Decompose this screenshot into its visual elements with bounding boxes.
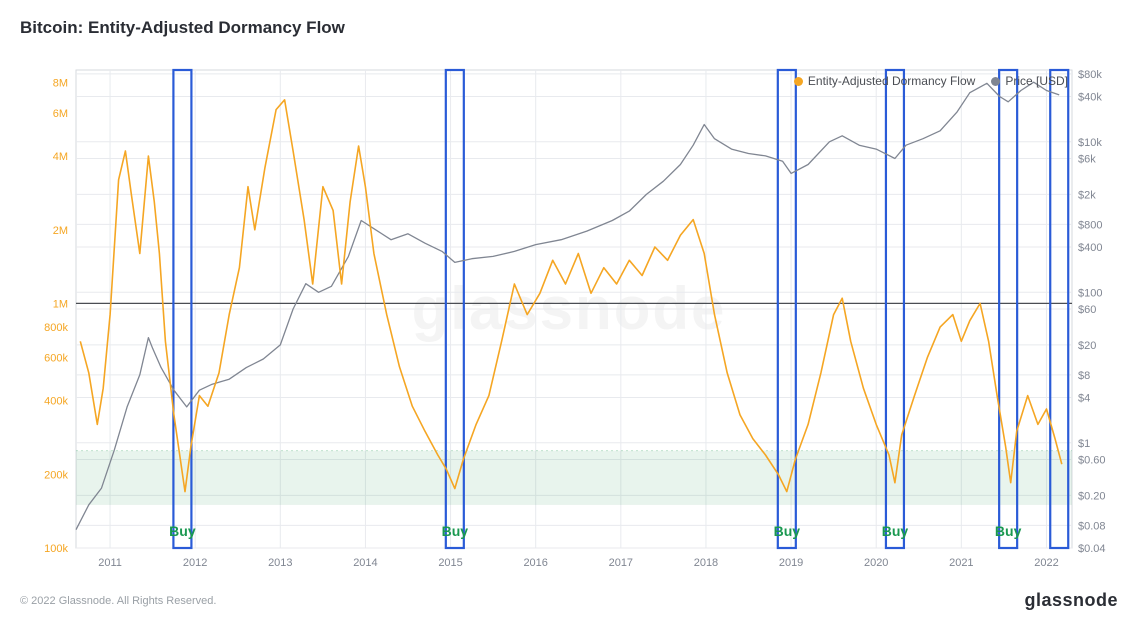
legend-item-price: Price [USD] [991, 74, 1068, 88]
svg-text:2022: 2022 [1034, 557, 1058, 569]
legend-dot-price [991, 77, 1000, 86]
brand-logo: glassnode [1024, 590, 1118, 611]
svg-text:800k: 800k [44, 322, 68, 334]
svg-text:2014: 2014 [353, 557, 377, 569]
svg-text:Buy: Buy [995, 523, 1022, 539]
svg-text:$80k: $80k [1078, 69, 1102, 81]
svg-text:$10k: $10k [1078, 137, 1102, 149]
svg-text:$6k: $6k [1078, 154, 1096, 166]
copyright: © 2022 Glassnode. All Rights Reserved. [20, 595, 216, 607]
svg-text:$400: $400 [1078, 242, 1102, 254]
svg-text:2016: 2016 [523, 557, 547, 569]
legend-label-dormancy: Entity-Adjusted Dormancy Flow [808, 74, 975, 88]
svg-text:2M: 2M [53, 225, 68, 237]
svg-text:$0.04: $0.04 [1078, 543, 1106, 555]
chart-plot-area: glassnode BuyBuyBuyBuyBuy100k200k400k600… [20, 52, 1118, 582]
svg-text:$60: $60 [1078, 304, 1096, 316]
svg-text:2011: 2011 [98, 557, 122, 569]
svg-text:200k: 200k [44, 469, 68, 481]
svg-text:2017: 2017 [609, 557, 633, 569]
svg-text:600k: 600k [44, 353, 68, 365]
chart-svg: Buy Buy Buy Buy Buy 100k 200k 400k 600k 800k 1M 2M 4… [20, 52, 1118, 582]
svg-text:Buy: Buy [169, 523, 196, 539]
svg-text:$0.60: $0.60 [1078, 454, 1106, 466]
svg-text:$8: $8 [1078, 370, 1090, 382]
svg-text:1M: 1M [53, 298, 68, 310]
svg-text:$0.20: $0.20 [1078, 490, 1106, 502]
legend-item-dormancy: Entity-Adjusted Dormancy Flow [794, 74, 975, 88]
svg-text:100k: 100k [44, 543, 68, 555]
svg-text:2021: 2021 [949, 557, 973, 569]
svg-text:6M: 6M [53, 108, 68, 120]
svg-text:$800: $800 [1078, 219, 1102, 231]
legend: Entity-Adjusted Dormancy Flow Price [USD… [794, 74, 1068, 88]
legend-label-price: Price [USD] [1005, 74, 1068, 88]
svg-text:2015: 2015 [438, 557, 462, 569]
legend-dot-dormancy [794, 77, 803, 86]
svg-text:400k: 400k [44, 396, 68, 408]
chart-title: Bitcoin: Entity-Adjusted Dormancy Flow [20, 18, 1118, 38]
svg-text:Buy: Buy [774, 523, 801, 539]
svg-text:$4: $4 [1078, 393, 1090, 405]
svg-text:$100: $100 [1078, 287, 1102, 299]
svg-text:8M: 8M [53, 78, 68, 90]
svg-text:Buy: Buy [442, 523, 469, 539]
svg-text:2013: 2013 [268, 557, 292, 569]
svg-text:2019: 2019 [779, 557, 803, 569]
svg-text:2020: 2020 [864, 557, 888, 569]
svg-text:$40k: $40k [1078, 92, 1102, 104]
svg-text:4M: 4M [53, 151, 68, 163]
svg-text:$1: $1 [1078, 438, 1090, 450]
svg-text:$2k: $2k [1078, 189, 1096, 201]
svg-text:$20: $20 [1078, 340, 1096, 352]
svg-text:Buy: Buy [882, 523, 909, 539]
svg-text:2018: 2018 [694, 557, 718, 569]
svg-text:$0.08: $0.08 [1078, 520, 1106, 532]
svg-text:2012: 2012 [183, 557, 207, 569]
